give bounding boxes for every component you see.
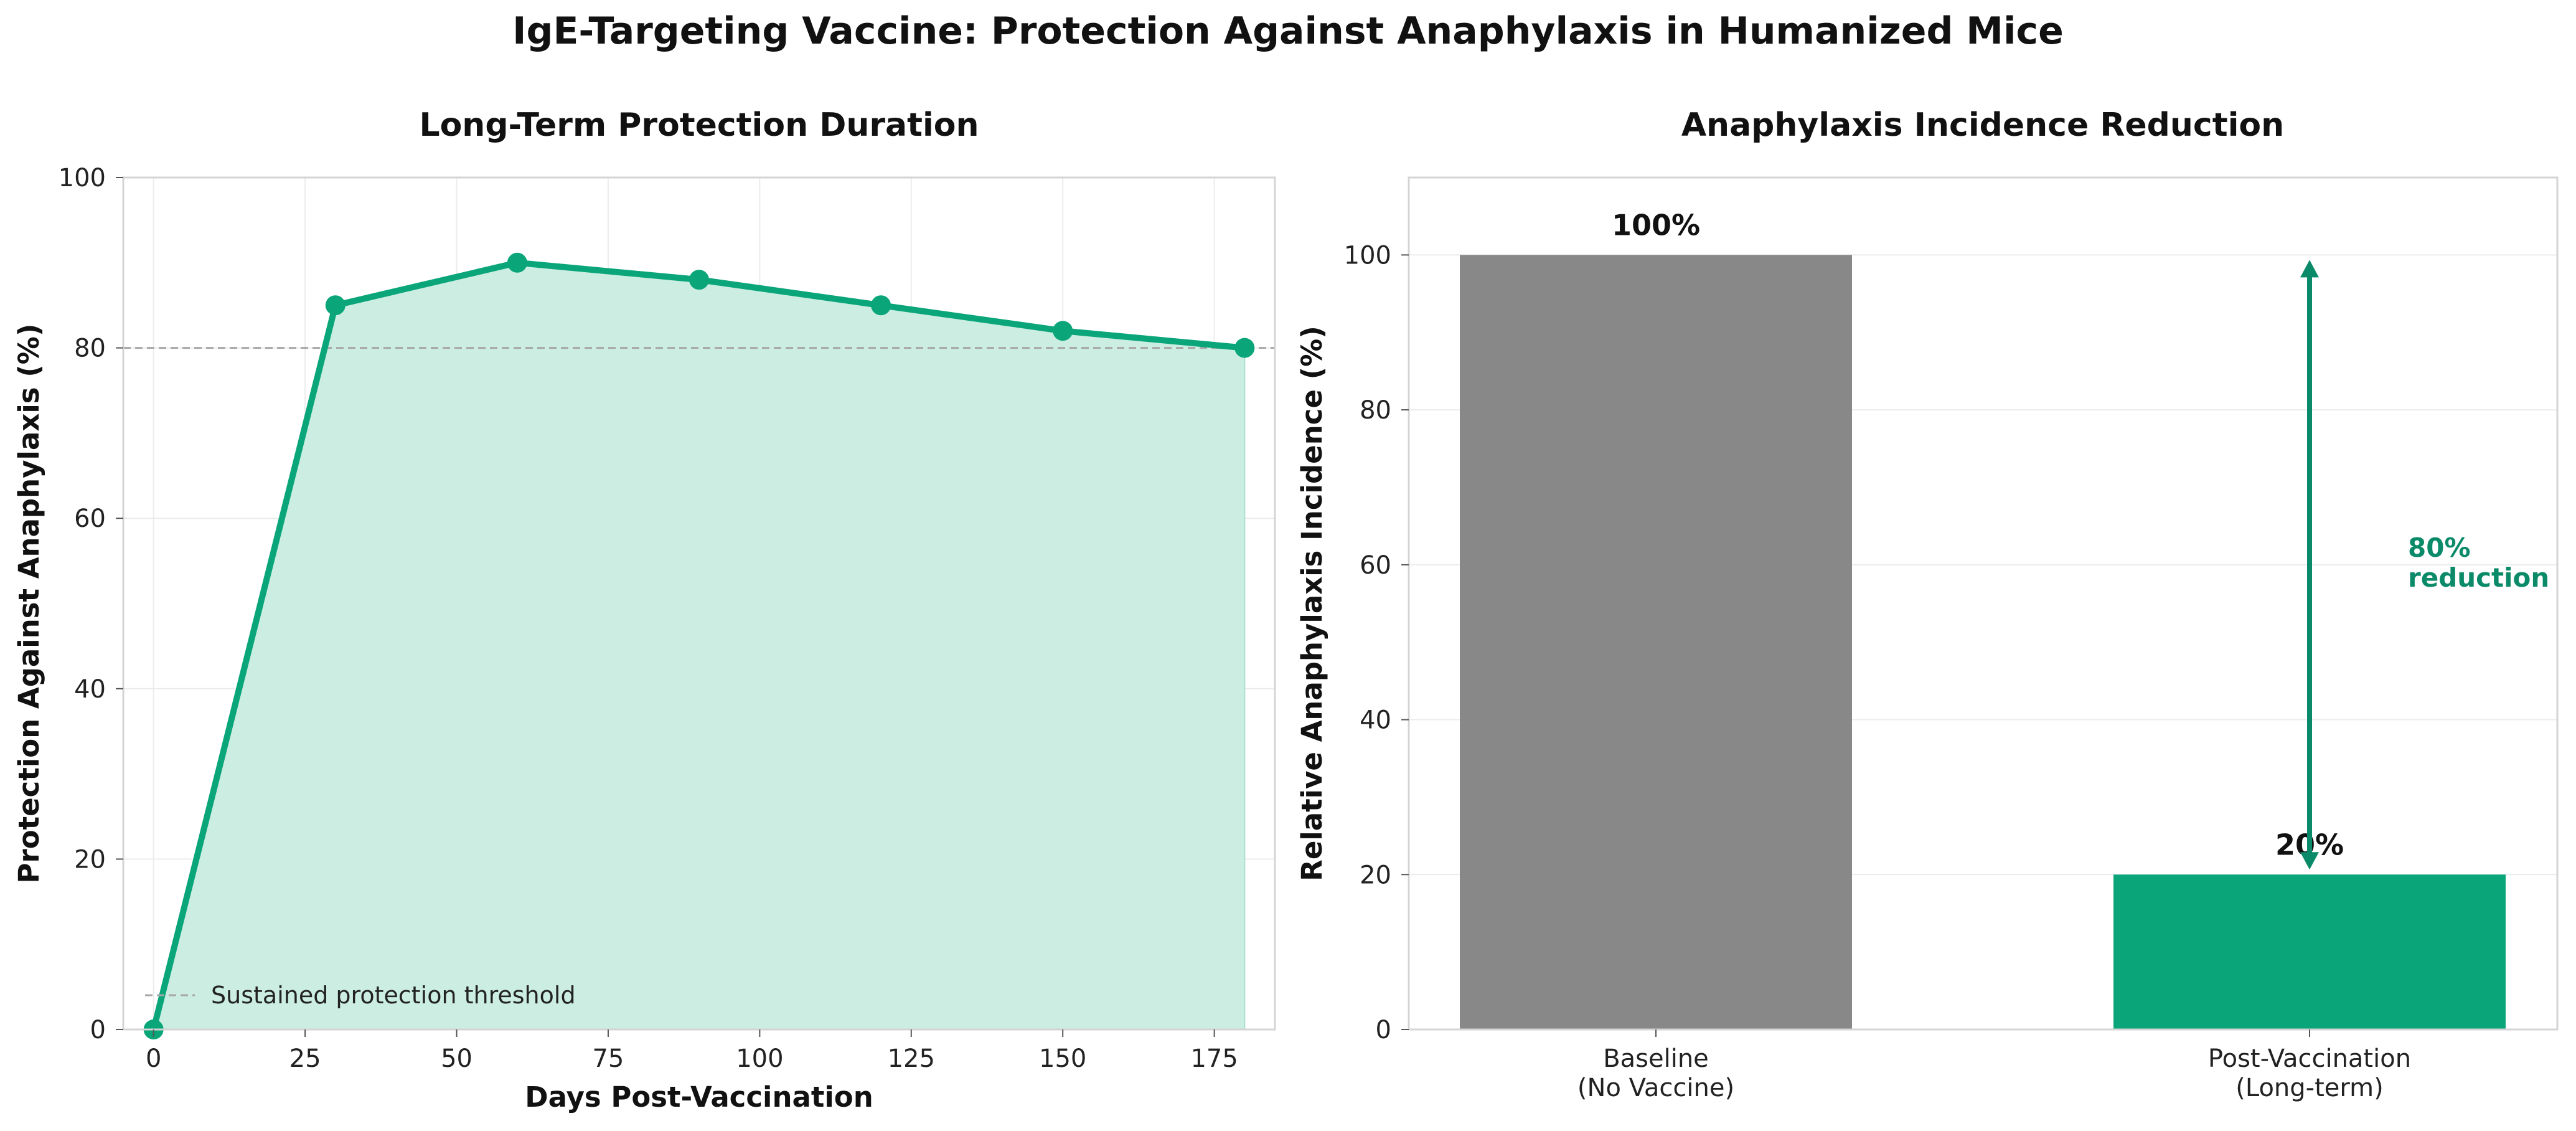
left-x-tick-label: 150 [1039, 1044, 1086, 1073]
reduction-annotation-percent: 80% [2408, 532, 2471, 563]
left-y-tick-label: 0 [90, 1016, 106, 1044]
protection-point [507, 252, 527, 273]
right-y-tick-label: 0 [1376, 1016, 1391, 1044]
reduction-arrow-head-top [2300, 260, 2319, 278]
left-chart-title: Long-Term Protection Duration [419, 106, 979, 144]
post-vaccination-bar [2113, 874, 2506, 1029]
left-y-axis-label: Protection Against Anaphylaxis (%) [12, 324, 45, 884]
right-x-tick-label-line2: (No Vaccine) [1577, 1074, 1734, 1102]
baseline-bar [1460, 255, 1852, 1029]
right-y-axis-label: Relative Anaphylaxis Incidence (%) [1295, 326, 1328, 881]
protection-point [689, 270, 709, 290]
right-x-tick-label-line1: Baseline [1603, 1044, 1709, 1073]
reduction-annotation: 80% reduction [2408, 532, 2549, 593]
right-x-tick-label-line1: Post-Vaccination [2208, 1044, 2411, 1073]
reduction-arrow [2300, 260, 2319, 870]
right-y-tick-label: 20 [1360, 861, 1391, 889]
incidence-bars [1460, 255, 2506, 1029]
left-y-tick-label: 80 [74, 334, 106, 363]
protection-points [143, 252, 1255, 1039]
right-chart-title: Anaphylaxis Incidence Reduction [1681, 106, 2284, 144]
right-plot-frame [1408, 176, 2559, 1031]
legend-threshold-label: Sustained protection threshold [211, 982, 576, 1009]
left-y-tick-label: 60 [74, 504, 106, 533]
protection-duration-chart: Long-Term Protection Duration 0 20 40 60 80 1… [12, 106, 1276, 1114]
left-x-tick-label: 175 [1190, 1044, 1238, 1073]
left-x-axis-label: Days Post-Vaccination [525, 1081, 873, 1114]
protection-point [1234, 338, 1255, 358]
left-x-tick-label: 50 [441, 1044, 472, 1073]
right-y-ticks: 0 20 40 60 80 100 [1344, 241, 1409, 1044]
left-x-tick-label: 125 [888, 1044, 935, 1073]
reduction-annotation-word: reduction [2408, 562, 2549, 593]
left-y-tick-label: 20 [74, 845, 106, 874]
right-x-tick-label-line2: (Long-term) [2235, 1074, 2383, 1102]
incidence-reduction-chart: Anaphylaxis Incidence Reduction 0 20 40 60 8… [1295, 106, 2559, 1102]
left-y-ticks: 0 20 40 60 80 100 [59, 164, 123, 1044]
left-y-tick-label: 100 [59, 164, 106, 192]
left-x-tick-label: 75 [592, 1044, 624, 1073]
left-x-tick-label: 100 [736, 1044, 783, 1073]
figure-title: IgE-Targeting Vaccine: Protection Agains… [512, 9, 2064, 53]
right-x-ticks: Baseline(No Vaccine) Post-Vaccination(Lon… [1577, 1029, 2411, 1102]
protection-point [325, 295, 346, 316]
left-x-tick-label: 25 [289, 1044, 321, 1073]
legend: Sustained protection threshold [145, 982, 576, 1009]
bar-value-label: 100% [1612, 208, 1700, 242]
left-y-tick-label: 40 [74, 675, 106, 704]
left-plot-frame [122, 176, 1276, 1031]
right-y-tick-label: 100 [1344, 241, 1391, 270]
right-y-tick-label: 80 [1360, 396, 1391, 425]
left-x-tick-label: 0 [146, 1044, 161, 1073]
protection-point [1053, 321, 1073, 341]
right-y-tick-label: 40 [1360, 706, 1391, 735]
reduction-arrow-head-bottom [2300, 852, 2319, 870]
right-y-tick-label: 60 [1360, 551, 1391, 580]
left-x-ticks: 0 25 50 75 100 125 150 175 [146, 1029, 1238, 1073]
protection-point [871, 295, 891, 316]
